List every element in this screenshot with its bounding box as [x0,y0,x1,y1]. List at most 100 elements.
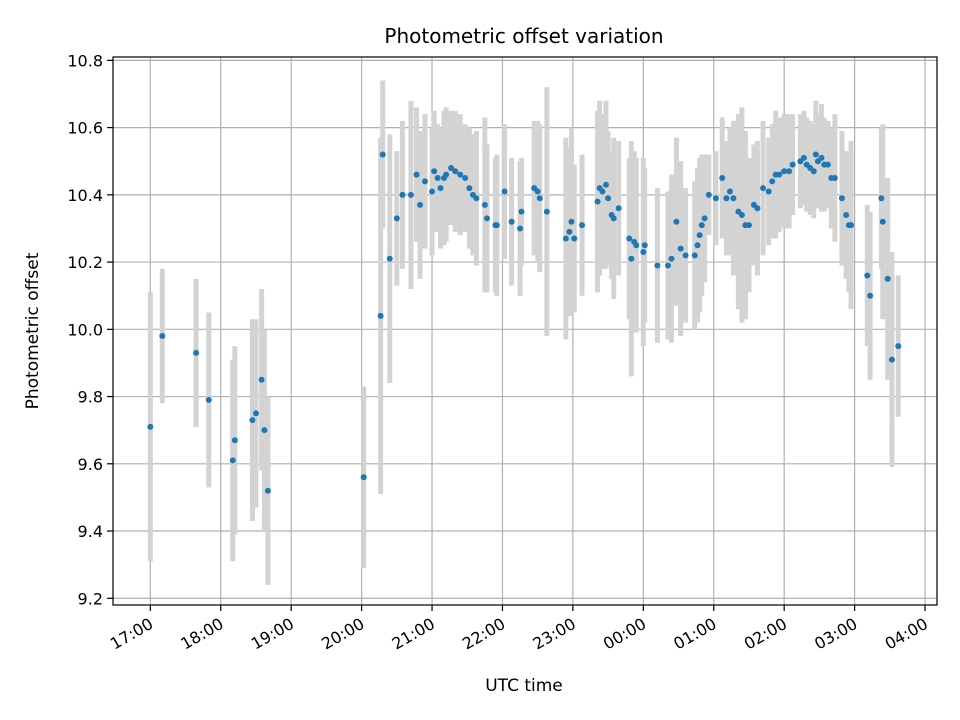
y-tick-label: 9.6 [78,455,103,474]
data-point [421,178,428,185]
data-point [691,252,698,259]
y-axis-ticks: 9.2 9.4 9.6 9.8 10.0 10.2 10.4 10.6 10.8 [67,51,113,608]
data-point [867,292,874,299]
plot-frame [112,56,938,606]
data-point [628,255,635,262]
data-point [534,188,541,195]
data-point [518,208,525,215]
data-point [730,195,737,202]
y-tick-label: 9.4 [78,522,103,541]
data-point [878,195,885,202]
data-point [413,171,420,178]
data-point [448,164,455,171]
data-point [664,262,671,269]
data-point [536,195,543,202]
data-point [562,235,569,242]
data-point [696,232,703,239]
data-point [599,188,606,195]
data-point [615,205,622,212]
data-point [579,222,586,229]
y-tick-label: 9.8 [78,388,103,407]
y-tick-label: 10.4 [67,186,103,205]
chart-title: Photometric offset variation [384,24,663,48]
data-point [443,171,450,178]
data-point [543,208,550,215]
data-point [481,201,488,208]
data-point [843,212,850,219]
data-point [682,252,689,259]
data-point [429,188,436,195]
data-point [193,349,200,356]
data-point [399,191,406,198]
data-point [508,218,515,225]
data-point [252,410,259,417]
y-axis-label: Photometric offset [23,252,43,409]
data-point [776,171,783,178]
data-point [462,175,469,182]
data-point [760,185,767,192]
point-layer [147,151,902,494]
data-point [673,218,680,225]
data-point [745,222,752,229]
data-point [517,225,524,232]
data-point [452,168,459,175]
data-point [229,457,236,464]
data-point [386,255,393,262]
data-point [360,474,367,481]
data-point [884,275,891,282]
data-point [437,185,444,192]
data-point [810,168,817,175]
data-point [626,235,633,242]
data-point [610,215,617,222]
data-point [641,242,648,249]
data-point [818,154,825,161]
data-point [393,215,400,222]
data-point [701,215,708,222]
data-point [738,212,745,219]
data-point [457,171,464,178]
data-point [594,198,601,205]
data-point [668,255,675,262]
data-point [888,356,895,363]
data-point [705,191,712,198]
data-point [377,312,384,319]
data-point [602,181,609,188]
data-point [407,191,414,198]
data-point [781,168,788,175]
data-point [205,396,212,403]
data-point [800,154,807,161]
data-point [769,178,776,185]
data-point [159,333,166,340]
data-point [493,222,500,229]
data-point [848,222,855,229]
data-point [698,222,705,229]
data-point [417,201,424,208]
data-point [261,427,268,434]
data-point [640,248,647,255]
data-point [483,215,490,222]
data-point [694,242,701,249]
data-point [466,185,473,192]
data-point [812,151,819,158]
data-point [231,437,238,444]
data-point [719,175,726,182]
x-axis-label: UTC time [485,676,563,696]
data-point [566,228,573,235]
data-point [249,417,256,424]
data-point [147,423,154,430]
data-point [264,487,271,494]
data-point [723,195,730,202]
data-point [754,205,761,212]
data-point [605,195,612,202]
data-point [379,151,386,158]
data-point [431,168,438,175]
data-point [501,188,508,195]
data-point [571,235,578,242]
data-point [895,343,902,350]
y-tick-label: 10.2 [67,253,103,272]
data-point [434,175,441,182]
data-point [824,161,831,168]
data-point [568,218,575,225]
